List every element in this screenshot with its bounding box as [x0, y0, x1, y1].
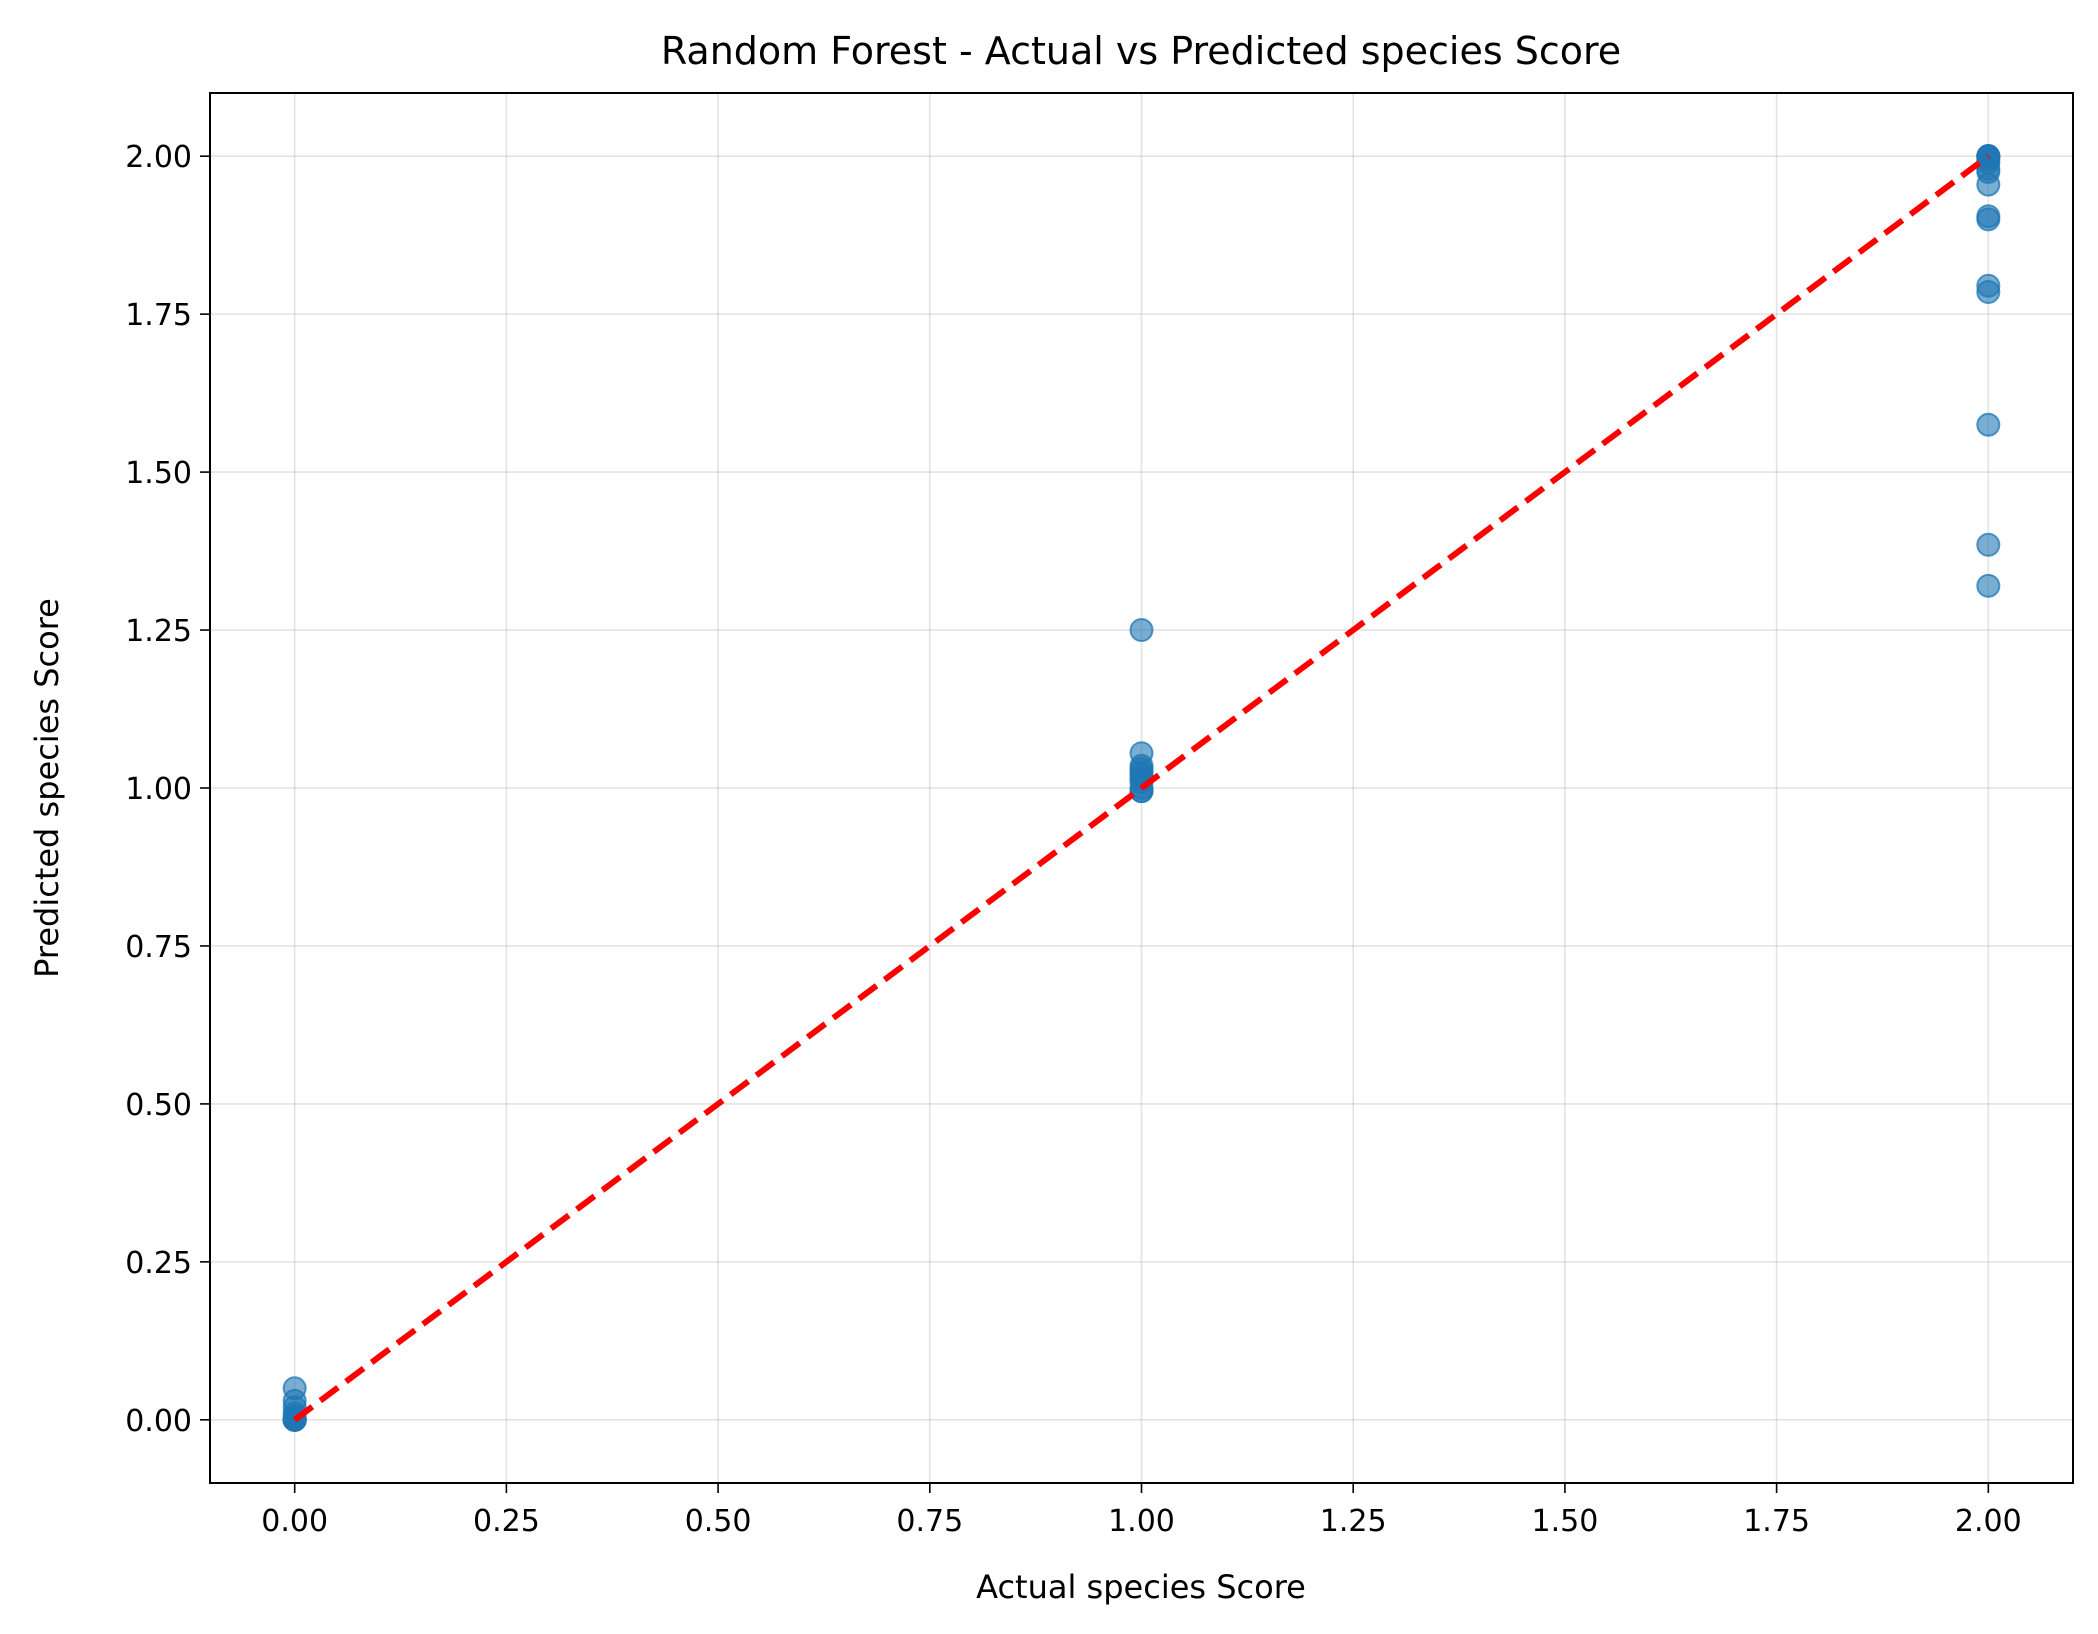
data-point	[1976, 172, 2001, 197]
y-tick-label: 1.00	[125, 772, 192, 807]
chart-title: Random Forest - Actual vs Predicted spec…	[661, 29, 1621, 73]
y-axis-label: Predicted species Score	[28, 598, 66, 978]
x-axis-label: Actual species Score	[976, 1568, 1306, 1606]
reference-line	[292, 153, 1991, 1423]
data-point	[1976, 532, 2001, 557]
x-tick-label: 1.75	[1743, 1504, 1810, 1539]
data-point	[1129, 741, 1154, 766]
x-tick-label: 1.00	[1108, 1504, 1175, 1539]
y-axis-ticks: 0.00 0.25 0.50 0.75 1.00 1.25 1.50 1.75 2.00	[125, 140, 210, 1439]
data-point	[282, 1376, 307, 1401]
x-tick-label: 0.25	[473, 1504, 540, 1539]
y-tick-label: 0.00	[125, 1404, 192, 1439]
x-tick-label: 0.00	[261, 1504, 328, 1539]
x-tick-label: 2.00	[1955, 1504, 2022, 1539]
x-tick-label: 1.25	[1320, 1504, 1387, 1539]
x-tick-label: 1.50	[1532, 1504, 1599, 1539]
data-point	[1976, 412, 2001, 437]
y-tick-label: 0.75	[125, 930, 192, 965]
data-point	[1976, 573, 2001, 598]
y-tick-label: 1.50	[125, 456, 192, 491]
data-point	[1129, 618, 1154, 643]
y-tick-label: 0.50	[125, 1088, 192, 1123]
x-tick-label: 0.50	[685, 1504, 752, 1539]
y-tick-label: 1.25	[125, 614, 192, 649]
y-tick-label: 0.25	[125, 1246, 192, 1281]
x-tick-label: 0.75	[896, 1504, 963, 1539]
data-point	[1976, 207, 2001, 232]
x-axis-ticks: 0.00 0.25 0.50 0.75 1.00 1.25 1.50 1.75 2.00	[261, 1483, 2022, 1539]
y-tick-label: 2.00	[125, 140, 192, 175]
y-tick-label: 1.75	[125, 298, 192, 333]
data-point	[1976, 280, 2001, 305]
